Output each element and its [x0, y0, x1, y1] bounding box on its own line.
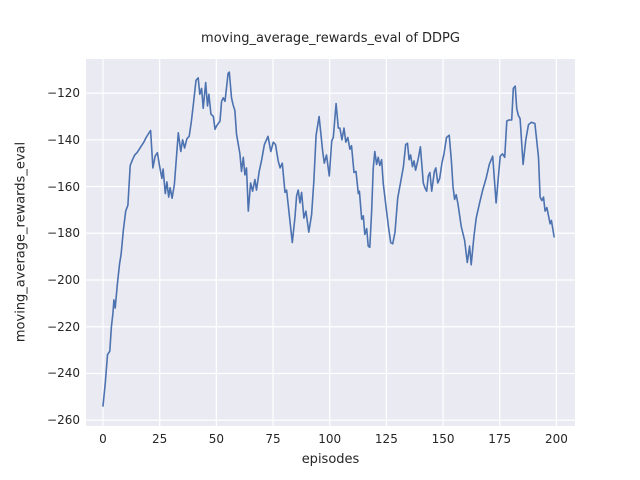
- x-tick-label: 75: [265, 432, 281, 446]
- x-tick-label: 0: [99, 432, 107, 446]
- x-tick-label: 100: [318, 432, 342, 446]
- y-tick-label: −220: [47, 319, 80, 334]
- y-tick-label: −260: [47, 413, 80, 428]
- plot-canvas: [86, 59, 575, 426]
- y-tick-label: −240: [47, 366, 80, 381]
- x-tick-label: 125: [374, 432, 398, 446]
- line-series: [102, 71, 555, 407]
- x-tick-label: 25: [152, 432, 168, 446]
- x-tick-label: 150: [431, 432, 455, 446]
- y-tick-label: −140: [47, 132, 80, 147]
- x-tick-label: 175: [488, 432, 512, 446]
- y-tick-label: −200: [47, 272, 80, 287]
- x-tick-label: 50: [208, 432, 224, 446]
- x-axis-label: episodes: [301, 452, 360, 467]
- y-tick-label: −180: [47, 226, 80, 241]
- chart-title: moving_average_rewards_eval of DDPG: [201, 31, 460, 46]
- x-tick-label: 200: [544, 432, 568, 446]
- y-axis-label: moving_average_rewards_eval: [13, 141, 29, 343]
- plot-area: [86, 59, 575, 426]
- y-tick-label: −120: [47, 86, 80, 101]
- y-tick-label: −160: [47, 179, 80, 194]
